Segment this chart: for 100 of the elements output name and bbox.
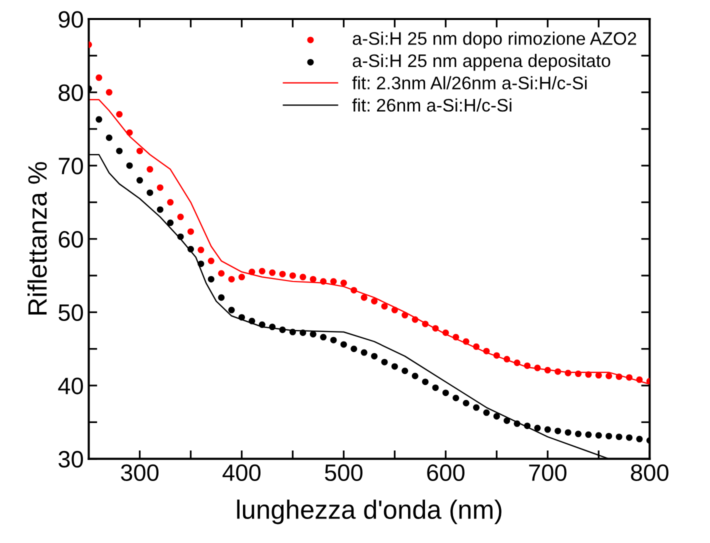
point [116,148,123,154]
x-tick-label: 300 [120,464,159,482]
point [238,314,245,321]
point [146,189,154,196]
x-tick-label: 500 [324,464,362,482]
point [493,413,500,420]
point [177,233,184,240]
point [198,260,204,268]
y-tick-label: 30 [58,450,83,468]
point [258,321,266,328]
point [606,432,612,440]
point [320,278,327,285]
point [575,370,582,378]
point [177,214,184,220]
point [371,352,378,360]
point [156,184,164,191]
point [289,328,296,336]
point [126,162,133,169]
point [360,294,368,301]
point [544,366,551,374]
line-series [88,99,650,385]
point [442,329,449,336]
point [483,348,490,354]
point [514,420,520,427]
point [371,298,378,304]
point [616,373,622,380]
point [330,336,337,344]
point [106,89,112,96]
point [228,276,235,282]
point [483,409,490,416]
point [360,349,368,356]
y-tick-label: 40 [58,378,83,394]
point [146,166,154,173]
point [340,341,347,348]
point [167,199,174,206]
point [126,129,133,136]
point [636,436,643,442]
point [544,426,551,433]
point [350,286,358,294]
point [96,74,102,81]
point [248,268,256,276]
point [381,303,388,310]
point [279,270,286,278]
point [116,111,123,118]
point [514,360,520,366]
point [626,374,633,381]
point [636,376,643,383]
point [462,338,470,345]
point [208,258,214,264]
point [473,404,480,411]
point [258,268,266,274]
point [218,270,225,277]
point [504,356,510,362]
point [269,324,276,330]
point [452,394,460,402]
x-tick-label: 600 [427,464,464,482]
point [564,429,572,436]
point [96,116,102,123]
legend-label: a-Si:H 25 nm appena depositato [352,54,610,71]
point [330,278,337,285]
point [279,326,286,334]
legend-label: fit: 26nm a-Si:H/c-Si [352,98,512,112]
point [595,432,602,439]
point [187,246,194,252]
y-tick-label: 50 [58,304,83,322]
point [310,276,316,282]
point [616,434,622,440]
point [136,177,143,184]
point [422,378,429,386]
point [422,320,429,328]
point [412,372,418,380]
point [350,346,358,352]
point [432,325,439,332]
point [554,368,562,375]
point [228,306,235,314]
point [106,134,112,142]
point [524,362,531,369]
legend-label: fit: 2.3nm Al/26nm a-Si:H/c-Si [352,76,587,90]
point [595,372,602,379]
point [300,329,306,336]
point [462,400,470,406]
point [238,274,245,280]
point [300,274,306,280]
point [626,434,633,441]
point [564,370,572,376]
y-axis-title: Riflettanza % [27,162,47,314]
point [585,431,592,438]
point [187,228,194,235]
point [269,269,276,276]
y-tick-label: 70 [58,158,83,174]
point [391,306,398,314]
point [248,318,256,324]
point [289,272,296,279]
x-axis-title: lunghezza d'onda (nm) [237,500,502,524]
point [504,417,510,424]
point [606,372,612,380]
point [575,430,582,438]
x-tick-label: 800 [630,464,668,482]
point [218,294,225,301]
point [391,363,398,370]
